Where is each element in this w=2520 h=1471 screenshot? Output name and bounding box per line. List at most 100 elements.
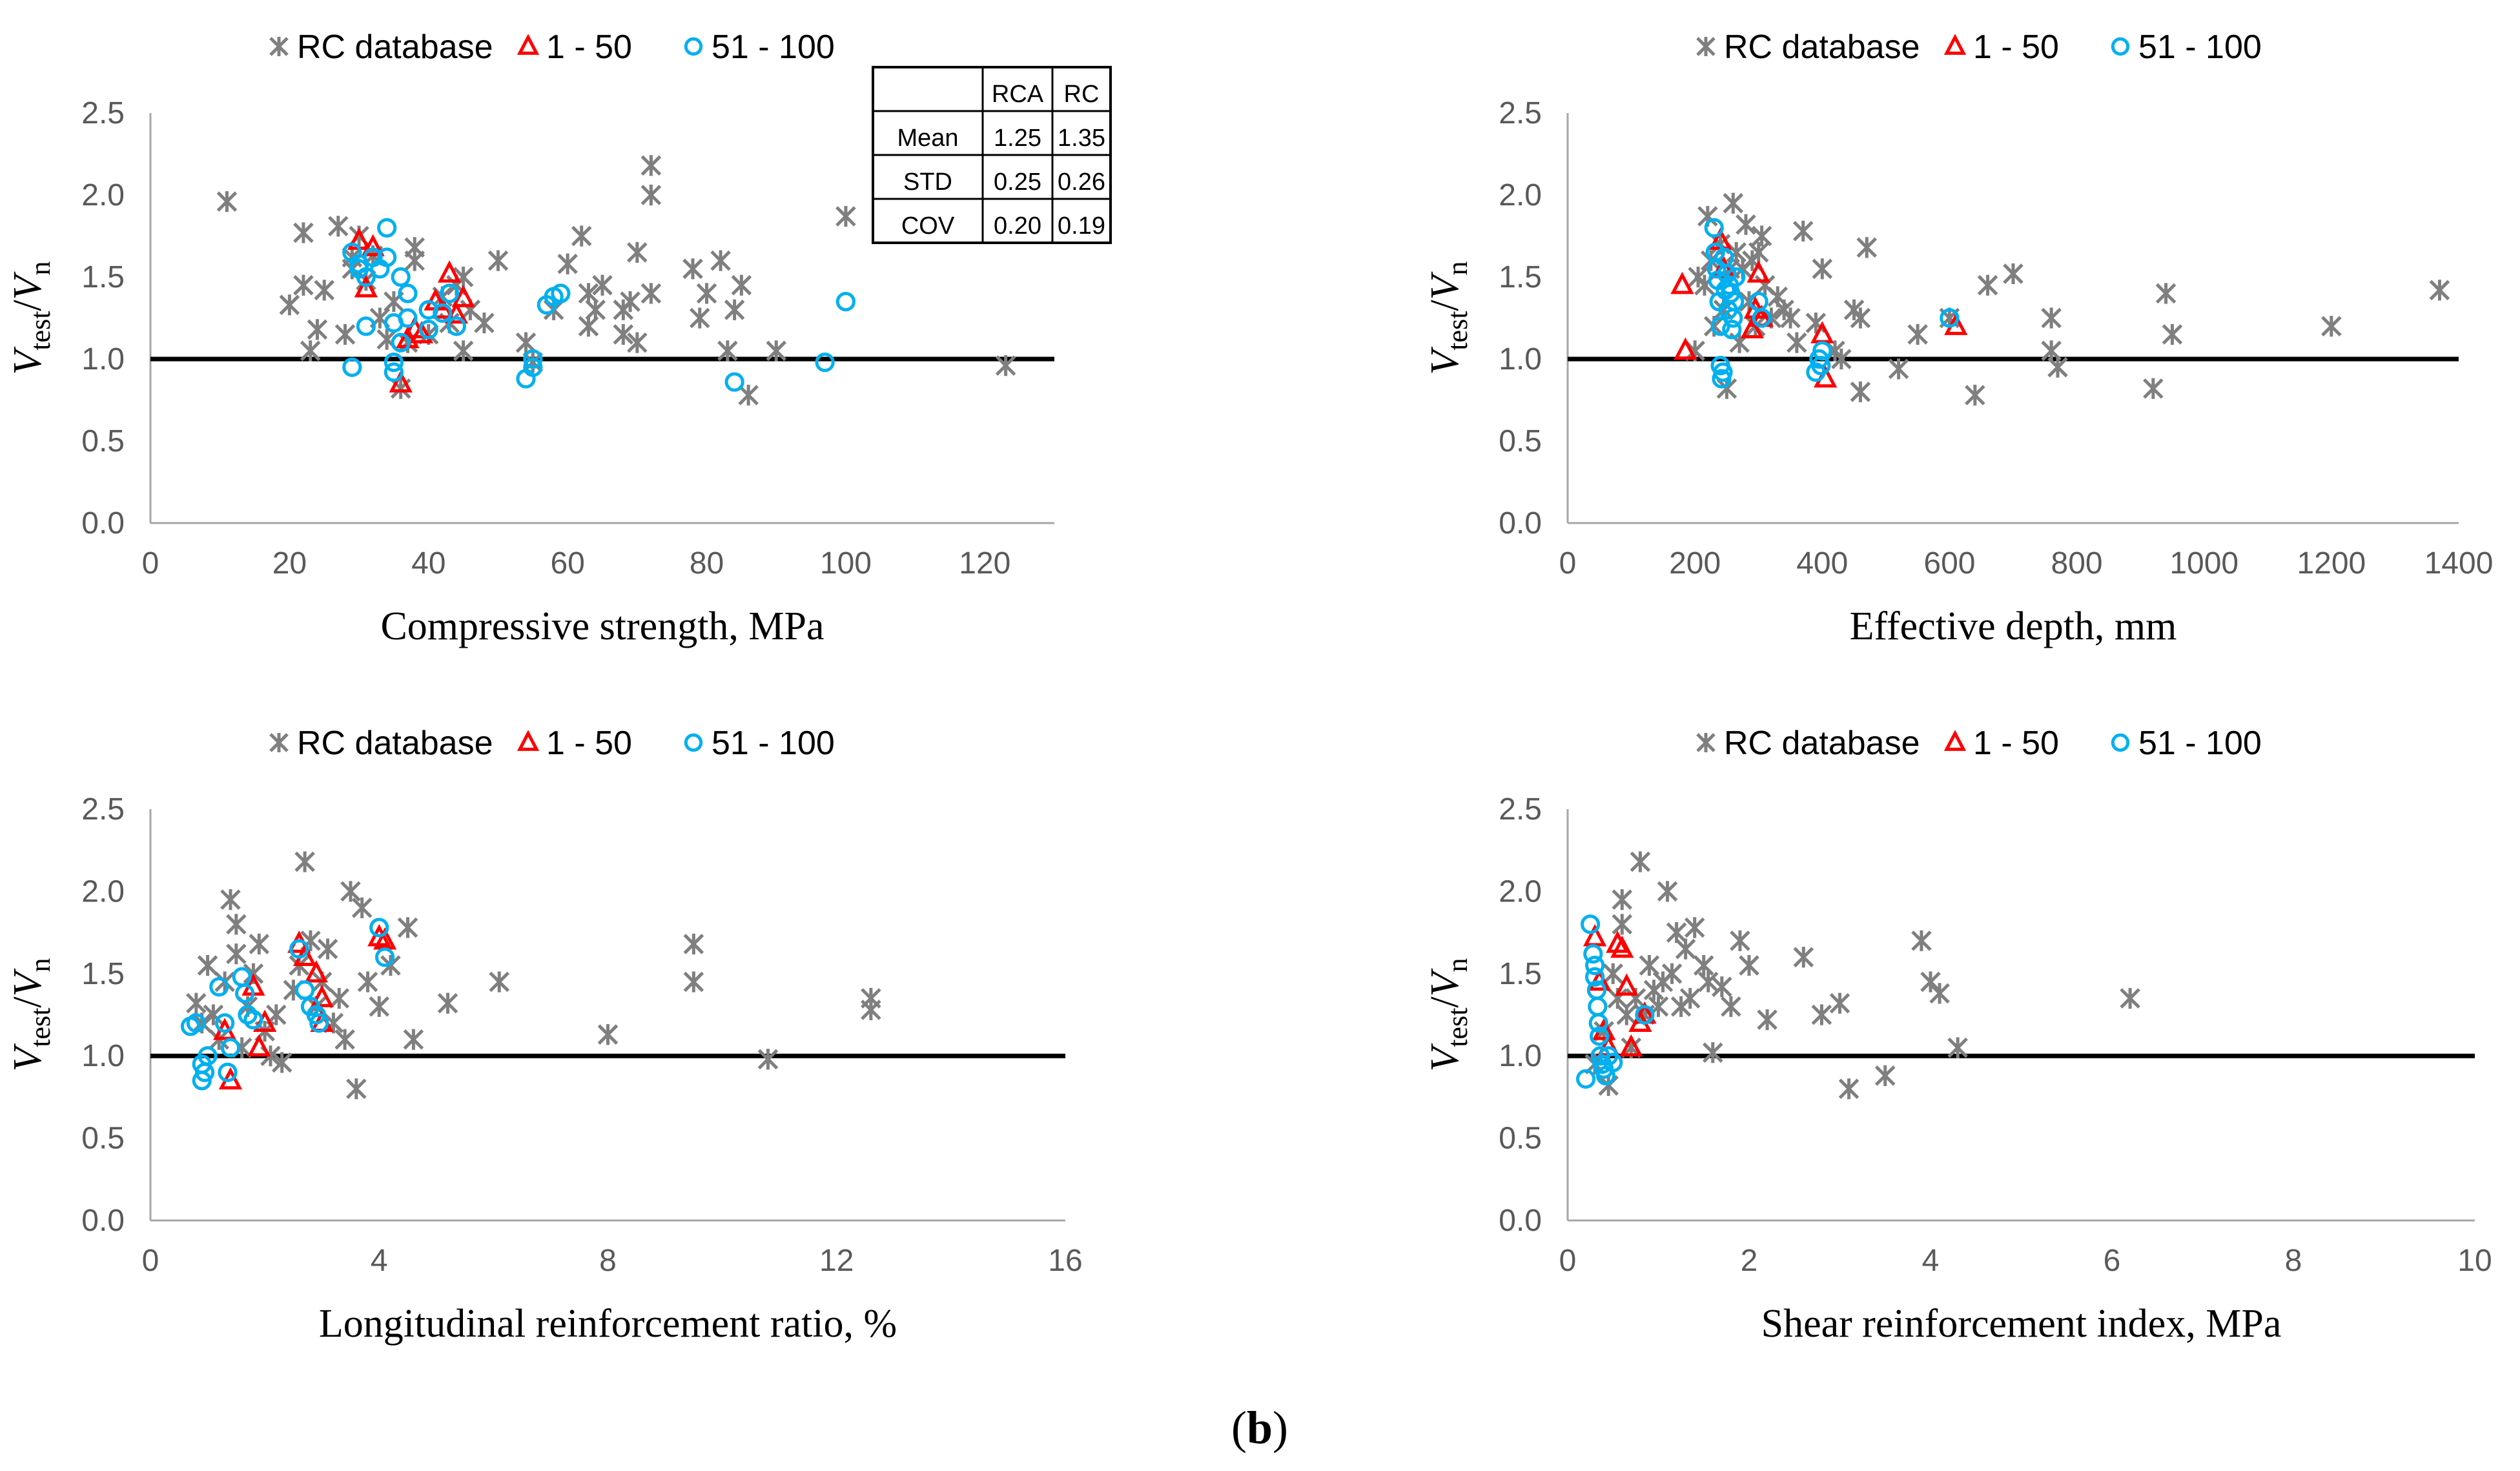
- rc-point: [249, 933, 270, 955]
- rc-point: [690, 307, 710, 329]
- rc-point: [995, 355, 1016, 376]
- rc-point: [487, 250, 509, 271]
- y-axis-title: Vtest/Vn: [6, 958, 56, 1071]
- rc-point: [351, 897, 373, 918]
- rca-51-100-point: [232, 967, 252, 987]
- legend-51-100: 51 - 100: [712, 725, 835, 762]
- rc-point: [1811, 1004, 1832, 1025]
- rc-point: [717, 340, 738, 362]
- rc-point: [220, 889, 241, 910]
- y-title-part: /: [6, 996, 50, 1008]
- x-tick-label: 10: [2457, 1244, 2492, 1278]
- x-tick-label: 4: [371, 1244, 388, 1278]
- rca-1-50-point: [1610, 935, 1634, 958]
- legend-rc: RC database: [297, 725, 493, 762]
- y-title-part: V: [1423, 968, 1467, 996]
- rc-point: [307, 319, 328, 340]
- rca-51-100-point: [1590, 1026, 1610, 1046]
- y-title-part: V: [1423, 347, 1467, 375]
- rc-point: [724, 299, 745, 320]
- rca-51-100-point: [356, 316, 376, 336]
- rc-point: [683, 933, 704, 955]
- rca-51-100-point: [2111, 733, 2130, 752]
- rca-51-100-point: [198, 1046, 218, 1066]
- rca-1-50-point: [1615, 973, 1639, 996]
- rc-point: [1684, 917, 1705, 938]
- rca-51-100-point: [356, 267, 376, 287]
- rc-point: [1679, 987, 1701, 1009]
- rc-point: [2120, 987, 2140, 1009]
- x-tick-label: 1000: [2169, 546, 2238, 581]
- rc-point: [835, 205, 856, 227]
- legend-rc: RC database: [1724, 28, 1920, 66]
- y-title-part: V: [6, 1044, 50, 1072]
- rc-point: [1831, 348, 1852, 370]
- rc-point: [294, 851, 315, 872]
- x-tick-label: 800: [2051, 546, 2103, 581]
- stats-header: RCA: [992, 81, 1044, 108]
- rc-point: [1666, 922, 1687, 943]
- rca-51-100-point: [218, 1062, 238, 1082]
- rc-point: [627, 332, 648, 353]
- rca-51-100-point: [1588, 1013, 1608, 1033]
- rca-51-100-point: [418, 320, 438, 340]
- rc-point: [1751, 225, 1772, 247]
- rca-51-100-point: [684, 733, 703, 752]
- rca-1-50-point: [389, 370, 413, 393]
- rc-point: [269, 37, 289, 56]
- rc-point: [1712, 976, 1732, 998]
- rca-51-100-point: [1585, 967, 1605, 987]
- rc-point: [585, 299, 606, 320]
- rc-point: [1757, 1009, 1777, 1031]
- y-title-subscript: test: [25, 311, 56, 351]
- x-tick-label: 120: [959, 546, 1010, 581]
- rc-point: [1639, 954, 1660, 976]
- y-title-subscript: test: [25, 1008, 56, 1047]
- x-tick-label: 20: [272, 546, 307, 581]
- y-tick-label: 1.0: [81, 1039, 125, 1073]
- rca-1-50-point: [1740, 316, 1764, 338]
- rca-51-100-point: [295, 980, 315, 1000]
- y-title-part: /: [6, 300, 50, 311]
- rca-51-100-point: [1752, 308, 1772, 328]
- y-tick-label: 2.0: [81, 874, 125, 909]
- x-axis-title: Longitudinal reinforcement ratio, %: [319, 1302, 897, 1346]
- y-axis-title: Vtest/Vn: [1423, 958, 1473, 1071]
- rca-51-100-point: [1940, 308, 1960, 328]
- rc-point: [369, 996, 390, 1017]
- rca-51-100-point: [1722, 320, 1742, 340]
- rca-51-100-point: [235, 983, 255, 1003]
- rc-point: [346, 1078, 367, 1100]
- rc-point: [1696, 37, 1716, 56]
- rc-point: [1792, 220, 1814, 242]
- x-tick-label: 40: [411, 546, 446, 581]
- rca-51-100-point: [1726, 267, 1746, 287]
- rca-51-100-point: [1812, 341, 1832, 361]
- rc-point: [269, 733, 289, 752]
- rca-1-50-point: [1943, 730, 1967, 751]
- rc-point: [1675, 938, 1696, 960]
- scatter-effective-depth: 0.0 0.5 1.0 1.5 2.0 2.5 0 200 400 600 800 1000 1200 1…: [1423, 28, 2493, 648]
- rc-point: [1616, 1004, 1637, 1025]
- x-tick-label: 12: [819, 1244, 854, 1278]
- rca-51-100-point: [1635, 1005, 1655, 1025]
- x-tick-label: 0: [142, 546, 159, 581]
- rc-point: [1907, 324, 1928, 345]
- rc-point: [682, 258, 703, 280]
- rc-point: [1630, 851, 1651, 872]
- x-tick-label: 1200: [2297, 546, 2366, 581]
- rc-point: [1838, 1078, 1859, 1100]
- rca-51-100-point: [433, 303, 453, 323]
- y-tick-label: 1.5: [81, 260, 125, 294]
- rc-point: [2429, 280, 2450, 301]
- rc-point: [592, 274, 613, 296]
- rc-point: [1850, 307, 1871, 329]
- legend-1-50: 1 - 50: [1973, 28, 2059, 66]
- rc-point: [1805, 313, 1827, 334]
- rc-point: [2047, 356, 2068, 378]
- rca-51-100-point: [391, 333, 411, 353]
- x-tick-label: 8: [2285, 1244, 2302, 1278]
- rca-1-50-point: [304, 960, 328, 983]
- rca-51-100-point: [186, 1013, 206, 1033]
- rc-point: [404, 237, 425, 258]
